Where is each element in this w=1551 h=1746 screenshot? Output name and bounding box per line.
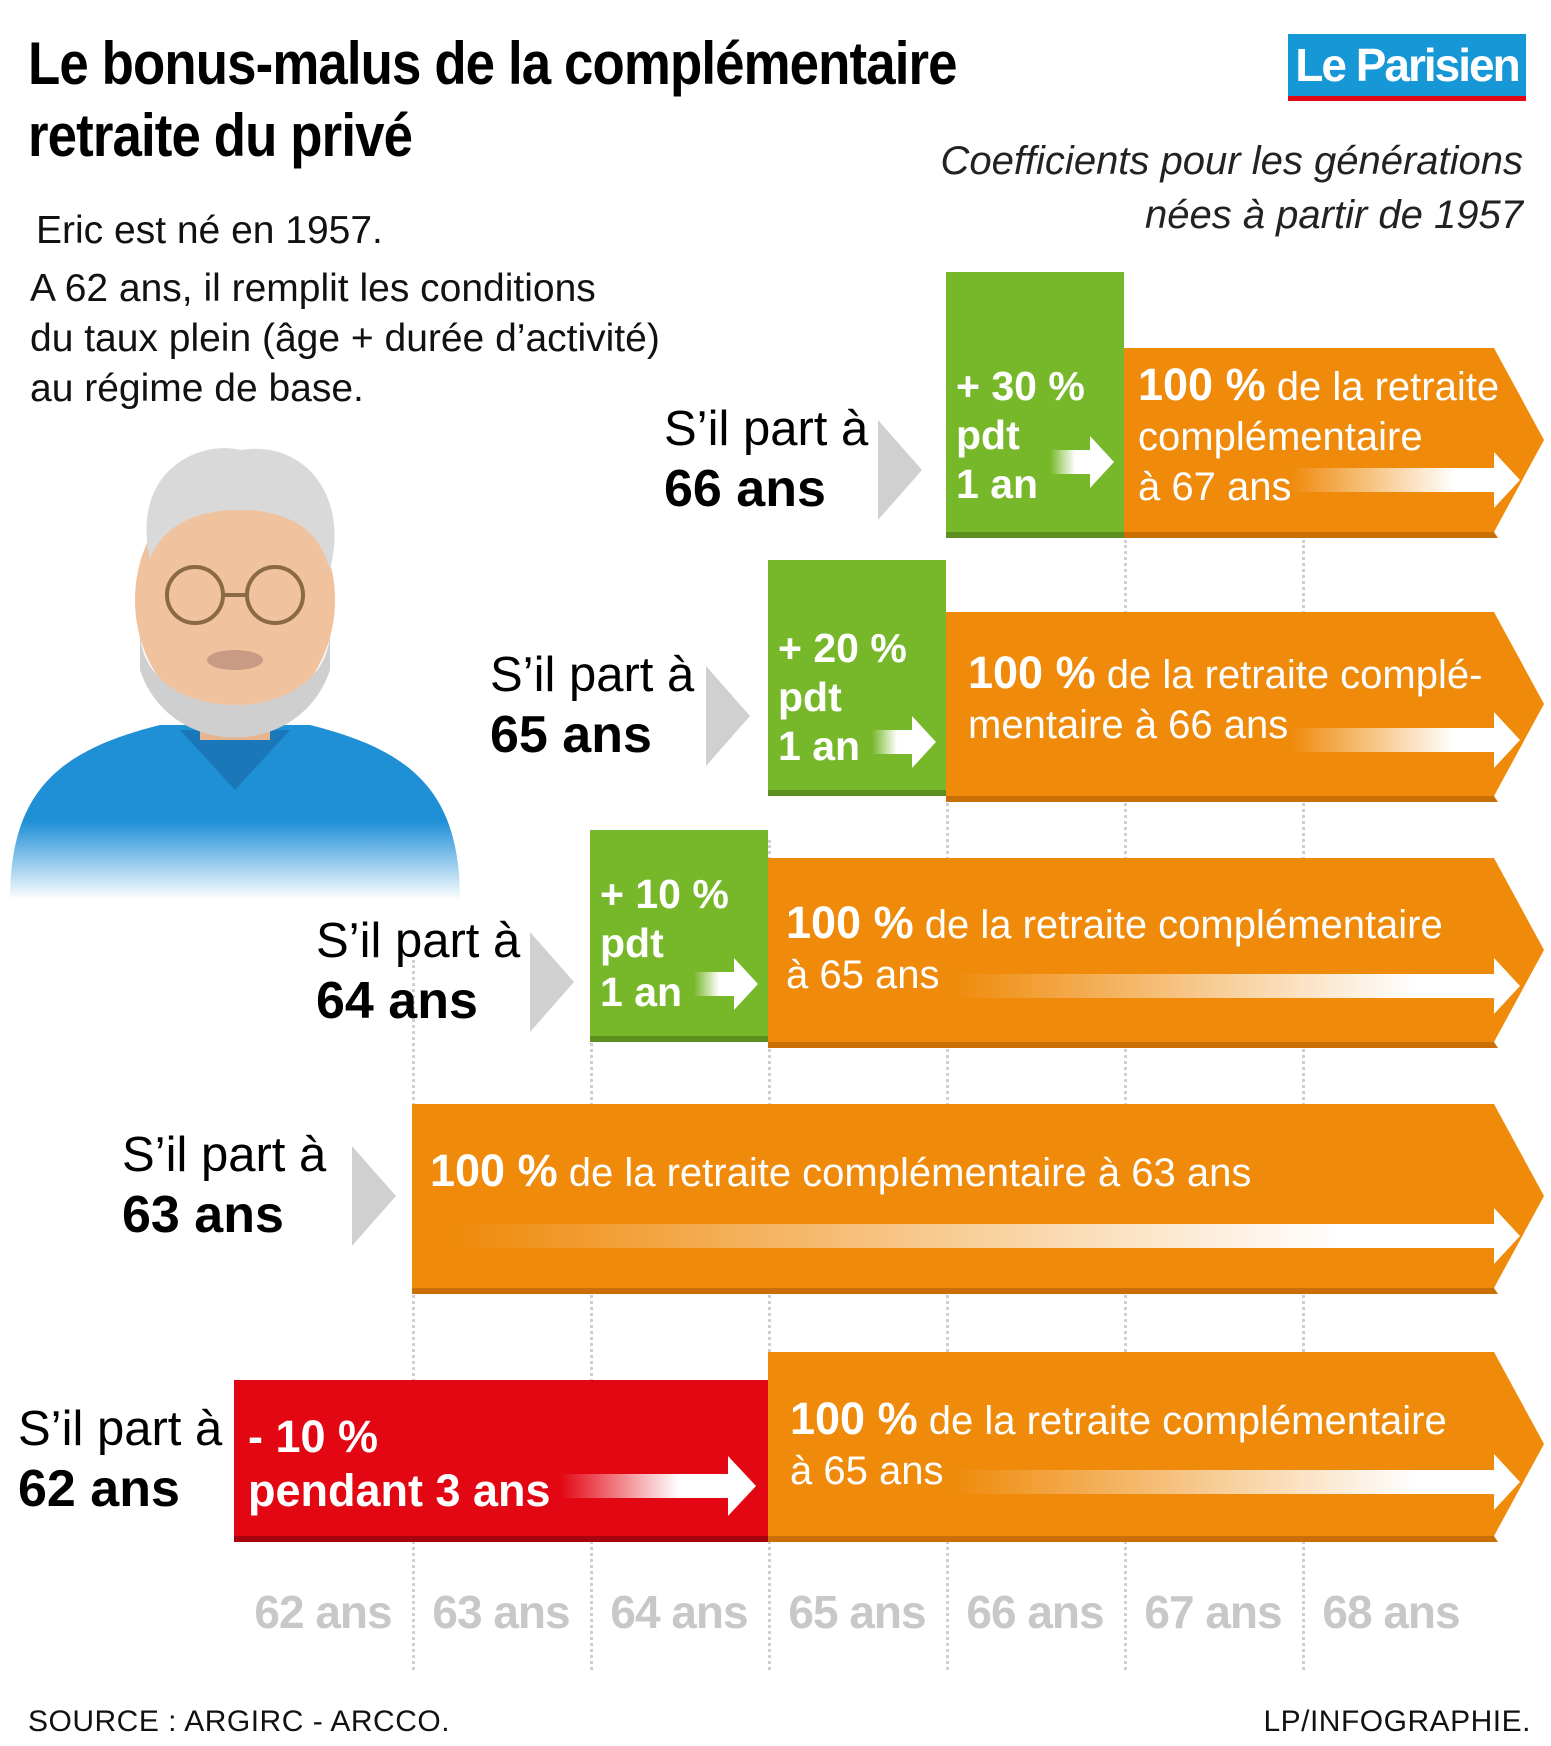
scenario-label-65: S’il part à 65 ans [490, 646, 694, 766]
le-parisien-logo: Le Parisien [1288, 34, 1526, 101]
bar-rest: de la retraite [1265, 365, 1500, 409]
bar-text-65: 100 % de la retraite complé- mentaire à … [968, 648, 1482, 750]
source-note: SOURCE : ARGIRC - ARCCO. [28, 1705, 451, 1738]
scenario-label-age: 64 ans [316, 972, 478, 1030]
arrow-right-icon [950, 958, 1520, 1014]
bonus-percent: + 20 % [778, 625, 907, 671]
bar-rest: de la retraite complémentaire à 63 ans [557, 1151, 1252, 1195]
malus-duration: pendant 3 ans [248, 1465, 551, 1516]
scenario-label-63: S’il part à 63 ans [122, 1126, 326, 1246]
bar-line-2: à 65 ans [786, 953, 940, 997]
chevron-right-icon [878, 420, 922, 520]
malus-percent: - 10 % [248, 1411, 379, 1462]
orange-bar-63 [412, 1104, 1544, 1294]
page-title: Le bonus-malus de la complémentaire retr… [28, 28, 958, 172]
intro-line-4: au régime de base. [30, 367, 364, 410]
person-illustration [10, 448, 460, 900]
bar-line-2: complémentaire [1138, 415, 1423, 459]
subtitle-line-2: nées à partir de 1957 [1144, 193, 1523, 237]
bonus-box-text-64: + 10 % pdt 1 an [600, 870, 729, 1017]
bar-text-66: 100 % de la retraite complémentaire à 67… [1138, 360, 1499, 512]
arrow-right-icon [872, 716, 936, 768]
bar-text-62: 100 % de la retraite complémentaire à 65… [790, 1394, 1447, 1496]
axis-label-67: 67 ans [1144, 1586, 1282, 1638]
arrow-right-icon [1290, 712, 1520, 768]
red-box-62 [234, 1380, 768, 1542]
subtitle-line-1: Coefficients pour les générations [940, 139, 1523, 183]
chevron-right-icon [530, 932, 574, 1032]
timeline-grid [0, 540, 1551, 1670]
bar-line-3: à 67 ans [1138, 465, 1292, 509]
bonus-duration-2: 1 an [600, 969, 683, 1015]
green-box-66 [946, 272, 1124, 538]
scenario-label-66: S’il part à 66 ans [664, 400, 868, 520]
scenario-label-age: 63 ans [122, 1186, 284, 1244]
arrow-right-icon [560, 1456, 756, 1516]
bonus-duration-1: pdt [600, 920, 664, 966]
scenario-label-62: S’il part à 62 ans [18, 1400, 222, 1520]
green-box-64 [590, 830, 768, 1042]
bonus-percent: + 30 % [956, 363, 1085, 409]
subtitle: Coefficients pour les générations nées à… [763, 134, 1523, 242]
bonus-duration-1: pdt [778, 674, 842, 720]
axis-label-68: 68 ans [1322, 1586, 1460, 1638]
axis-label-64: 64 ans [610, 1586, 748, 1638]
bonus-box-text-66: + 30 % pdt 1 an [956, 362, 1085, 509]
bar-strong: 100 % [968, 647, 1096, 698]
malus-box-text-62: - 10 % pendant 3 ans [248, 1410, 551, 1518]
bonus-percent: + 10 % [600, 871, 729, 917]
scenario-label-prefix: S’il part à [122, 1128, 327, 1182]
bonus-box-text-65: + 20 % pdt 1 an [778, 624, 907, 771]
chevron-right-icon [352, 1146, 396, 1246]
bar-rest: de la retraite complémentaire [913, 903, 1443, 947]
bar-strong: 100 % [1138, 359, 1266, 410]
bonus-duration-2: 1 an [956, 461, 1039, 507]
title-line-1: Le bonus-malus de la complémentaire [28, 30, 958, 97]
axis-label-65: 65 ans [788, 1586, 926, 1638]
timeline-tick-62 [412, 960, 415, 1670]
arrow-right-icon [950, 1454, 1520, 1510]
bar-rest: de la retraite complé- [1095, 653, 1483, 697]
timeline-tick-63 [590, 960, 593, 1670]
axis-label-63: 63 ans [432, 1586, 570, 1638]
scenario-label-prefix: S’il part à [490, 648, 695, 702]
bar-rest: de la retraite complémentaire [917, 1399, 1447, 1443]
bar-strong: 100 % [786, 897, 914, 948]
bar-line-2: mentaire à 66 ans [968, 703, 1289, 747]
scenario-label-age: 62 ans [18, 1460, 180, 1518]
bar-strong: 100 % [430, 1145, 558, 1196]
bar-strong: 100 % [790, 1393, 918, 1444]
arrow-right-icon [450, 1208, 1520, 1264]
credit-note: LP/INFOGRAPHIE. [1263, 1705, 1531, 1738]
bonus-duration-2: 1 an [778, 723, 861, 769]
intro-line-1: Eric est né en 1957. [36, 209, 383, 252]
intro-text: Eric est né en 1957. A 62 ans, il rempli… [30, 206, 660, 414]
scenario-label-age: 66 ans [664, 460, 826, 518]
bonus-duration-1: pdt [956, 412, 1020, 458]
axis-label-62: 62 ans [254, 1586, 392, 1638]
scenario-label-64: S’il part à 64 ans [316, 912, 520, 1032]
intro-line-3: du taux plein (âge + durée d’activité) [30, 317, 660, 360]
bar-line-2: à 65 ans [790, 1449, 944, 1493]
title-line-2: retraite du privé [28, 102, 413, 169]
scenario-label-prefix: S’il part à [316, 914, 521, 968]
axis-label-66: 66 ans [966, 1586, 1104, 1638]
arrow-right-icon [1050, 436, 1114, 488]
scenario-label-prefix: S’il part à [664, 402, 869, 456]
chevron-right-icon [706, 666, 750, 766]
arrow-right-icon [1290, 452, 1520, 508]
bar-text-63: 100 % de la retraite complémentaire à 63… [430, 1146, 1251, 1198]
bar-text-64: 100 % de la retraite complémentaire à 65… [786, 898, 1443, 1000]
arrow-right-icon [694, 958, 758, 1010]
scenario-label-age: 65 ans [490, 706, 652, 764]
scenario-label-prefix: S’il part à [18, 1402, 223, 1456]
intro-line-2: A 62 ans, il remplit les conditions [30, 267, 596, 310]
